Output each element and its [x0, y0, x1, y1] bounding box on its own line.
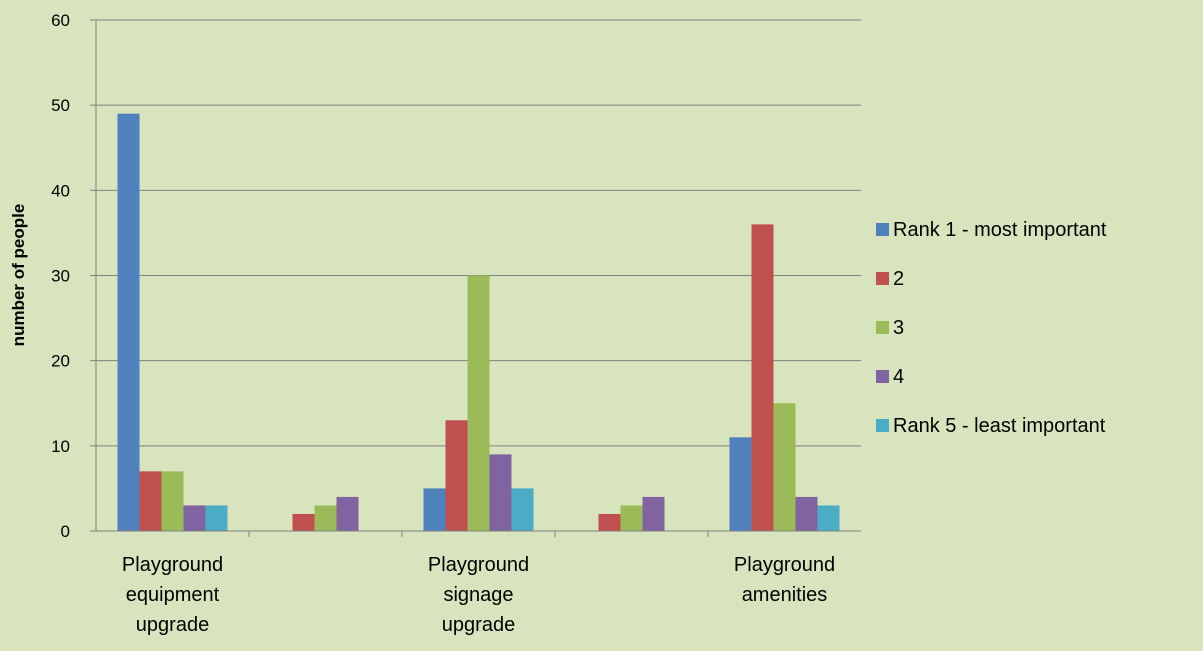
y-tick-label: 60: [51, 11, 70, 30]
legend-swatch-5: [876, 419, 889, 432]
bar-1-1: [117, 113, 140, 531]
x-tick-labels: Playground equipment upgrade Playground sign…: [122, 554, 835, 636]
bar-3-2: [314, 505, 337, 531]
y-tick-label: 40: [51, 181, 70, 200]
axes: [90, 19, 861, 537]
x-tick-label: signage: [443, 584, 513, 606]
x-tick-label: equipment: [126, 584, 220, 606]
legend-swatch-2: [876, 272, 889, 285]
x-tick-label: upgrade: [136, 614, 209, 636]
bar-3-3: [467, 275, 490, 531]
legend-swatch-3: [876, 321, 889, 334]
bar-4-5: [795, 496, 818, 531]
y-tick-label: 0: [61, 522, 70, 541]
y-tick-label: 50: [51, 96, 70, 115]
legend-swatch-4: [876, 370, 889, 383]
x-tick-label: Playground: [428, 554, 529, 576]
bar-3-5: [773, 403, 796, 531]
bars: [117, 113, 840, 531]
x-tick-label: amenities: [742, 584, 828, 606]
legend-label-4: 4: [893, 366, 904, 388]
y-tick-label: 20: [51, 352, 70, 371]
legend-label-5: Rank 5 - least important: [893, 415, 1106, 437]
legend-label-3: 3: [893, 317, 904, 339]
bar-1-5: [729, 437, 752, 531]
bar-4-4: [642, 496, 665, 531]
y-tick-label: 30: [51, 267, 70, 286]
x-tick-label: upgrade: [442, 614, 515, 636]
bar-2-3: [445, 420, 468, 531]
bar-3-1: [161, 471, 184, 531]
y-tick-label: 10: [51, 437, 70, 456]
bar-5-3: [511, 488, 534, 531]
bar-2-1: [139, 471, 162, 531]
bar-2-5: [751, 224, 774, 531]
y-axis-title: number of people: [9, 204, 28, 347]
bar-2-2: [292, 513, 315, 531]
bar-3-4: [620, 505, 643, 531]
legend-label-1: Rank 1 - most important: [893, 219, 1107, 241]
legend-swatch-1: [876, 223, 889, 236]
bar-5-1: [205, 505, 228, 531]
bar-5-5: [817, 505, 840, 531]
bar-1-3: [423, 488, 446, 531]
bar-4-1: [183, 505, 206, 531]
y-tick-labels: 0 10 20 30 40 50 60: [51, 11, 70, 541]
legend: Rank 1 - most important 2 3 4 Rank 5 - least…: [876, 219, 1107, 437]
x-tick-label: Playground: [122, 554, 223, 576]
bar-4-3: [489, 454, 512, 531]
bar-4-2: [336, 496, 359, 531]
x-tick-label: Playground: [734, 554, 835, 576]
bar-2-4: [598, 513, 621, 531]
legend-label-2: 2: [893, 268, 904, 290]
